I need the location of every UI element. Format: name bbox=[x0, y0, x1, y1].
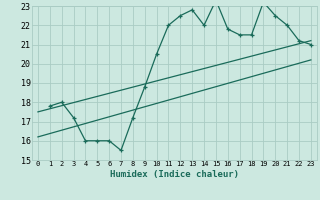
X-axis label: Humidex (Indice chaleur): Humidex (Indice chaleur) bbox=[110, 170, 239, 179]
